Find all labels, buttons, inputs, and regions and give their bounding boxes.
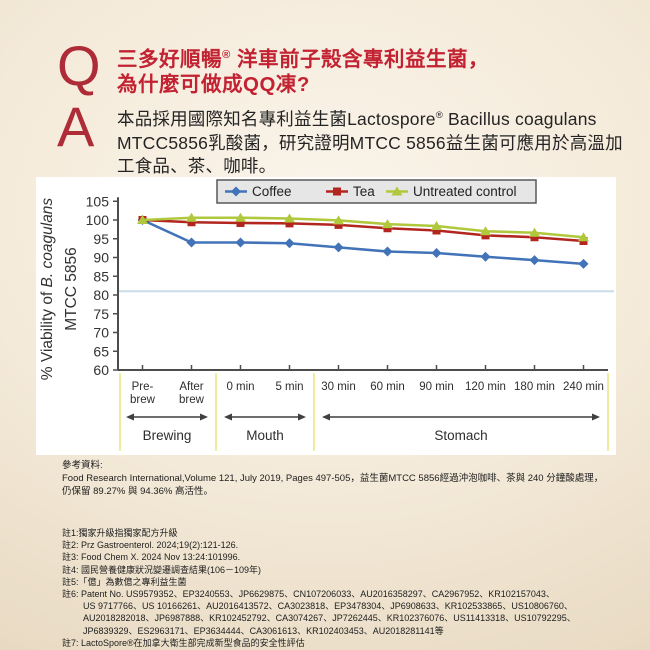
question-line-1: 三多好順暢® 洋車前子殼含專利益生菌， bbox=[117, 48, 490, 71]
question-letter: Q bbox=[57, 34, 101, 97]
registered-mark: ® bbox=[435, 110, 443, 122]
viability-chart-panel: 60 65 70 75 80 85 90 95 100 105 Pre-brew After brew 0… bbox=[36, 177, 616, 455]
footnote-line: AU2018282018、JP6987888、KR102452792、CA307… bbox=[83, 613, 576, 624]
footnote-line: 註6: Patent No. US9579352、EP3240553、JP662… bbox=[62, 589, 555, 600]
svg-text:Stomach: Stomach bbox=[434, 428, 487, 443]
y-axis-label: % Viability of B. coagulans bbox=[39, 198, 56, 381]
footnote-line: 註7: LactoSpore®在加拿大衛生部完成新型食品的安全性評估 bbox=[62, 637, 305, 648]
svg-text:Untreated control: Untreated control bbox=[413, 184, 517, 199]
svg-text:90 min: 90 min bbox=[419, 381, 454, 393]
svg-text:Tea: Tea bbox=[353, 184, 375, 199]
chart-legend: Coffee Tea Untreated control bbox=[216, 179, 537, 204]
svg-text:5 min: 5 min bbox=[275, 381, 303, 393]
svg-text:Pre-: Pre- bbox=[132, 381, 154, 393]
svg-text:After: After bbox=[179, 381, 203, 393]
svg-text:180 min: 180 min bbox=[514, 381, 555, 393]
question-text: 三多好順暢® 洋車前子殼含專利益生菌， 為什麼可做成QQ凍? bbox=[117, 47, 489, 97]
footnote-line: US 9717766、US 10166261、AU2016413572、CA30… bbox=[83, 601, 573, 612]
series-untreated-control bbox=[137, 212, 589, 242]
svg-text:95: 95 bbox=[93, 231, 109, 247]
question-line-2: 為什麼可做成QQ凍? bbox=[117, 73, 310, 96]
svg-text:Coffee: Coffee bbox=[252, 184, 292, 199]
svg-text:60: 60 bbox=[93, 362, 109, 378]
svg-text:Brewing: Brewing bbox=[143, 428, 192, 443]
footnote-line: 註3: Food Chem X. 2024 Nov 13:24:101996. bbox=[62, 552, 241, 563]
svg-text:100: 100 bbox=[86, 212, 110, 228]
svg-text:60 min: 60 min bbox=[370, 381, 405, 393]
svg-text:120 min: 120 min bbox=[465, 381, 506, 393]
svg-text:MTCC 5856: MTCC 5856 bbox=[63, 247, 80, 331]
reference-block: 參考資料: Food Research International,Volume… bbox=[62, 459, 603, 498]
svg-text:85: 85 bbox=[93, 268, 109, 284]
svg-text:70: 70 bbox=[93, 325, 109, 341]
reference-title: 參考資料: bbox=[62, 460, 103, 471]
svg-text:75: 75 bbox=[93, 306, 109, 322]
svg-text:brew: brew bbox=[130, 394, 156, 406]
svg-text:65: 65 bbox=[93, 343, 109, 359]
footnote-line: 註4: 國民營養健康狀況變遷調查結果(106－109年) bbox=[62, 564, 262, 575]
viability-line-chart: 6065707580859095100105Pre-brewAfterbrew0… bbox=[39, 179, 614, 451]
series-coffee bbox=[137, 215, 589, 269]
registered-mark: ® bbox=[222, 49, 231, 62]
reference-line-1: Food Research International,Volume 121, … bbox=[62, 473, 604, 484]
footnote-line: JP6839329、ES2963171、EP3634444、CA3061613、… bbox=[83, 625, 444, 636]
svg-text:Mouth: Mouth bbox=[246, 428, 284, 443]
svg-text:0 min: 0 min bbox=[226, 381, 254, 393]
svg-text:90: 90 bbox=[93, 250, 109, 266]
footnote-line: 註5:「億」為數億之專利益生菌 bbox=[62, 576, 187, 587]
footnotes-block: 註1:獨家升級指獨家配方升級註2: Prz Gastroenterol. 202… bbox=[62, 527, 576, 649]
svg-text:105: 105 bbox=[86, 193, 110, 209]
svg-text:30 min: 30 min bbox=[321, 381, 356, 393]
reference-line-2: 仍保留 89.27% 與 94.36% 高活性。 bbox=[62, 486, 213, 497]
svg-text:80: 80 bbox=[93, 287, 109, 303]
footnote-line: 註1:獨家升級指獨家配方升級 bbox=[62, 528, 178, 538]
svg-text:240 min: 240 min bbox=[563, 381, 604, 393]
answer-text: 本品採用國際知名專利益生菌Lactospore® Bacillus coagul… bbox=[117, 109, 623, 176]
answer-letter: A bbox=[57, 95, 95, 158]
series-tea bbox=[138, 216, 588, 245]
footnote-line: 註2: Prz Gastroenterol. 2024;19(2):121-12… bbox=[62, 540, 239, 551]
svg-text:brew: brew bbox=[179, 394, 205, 406]
